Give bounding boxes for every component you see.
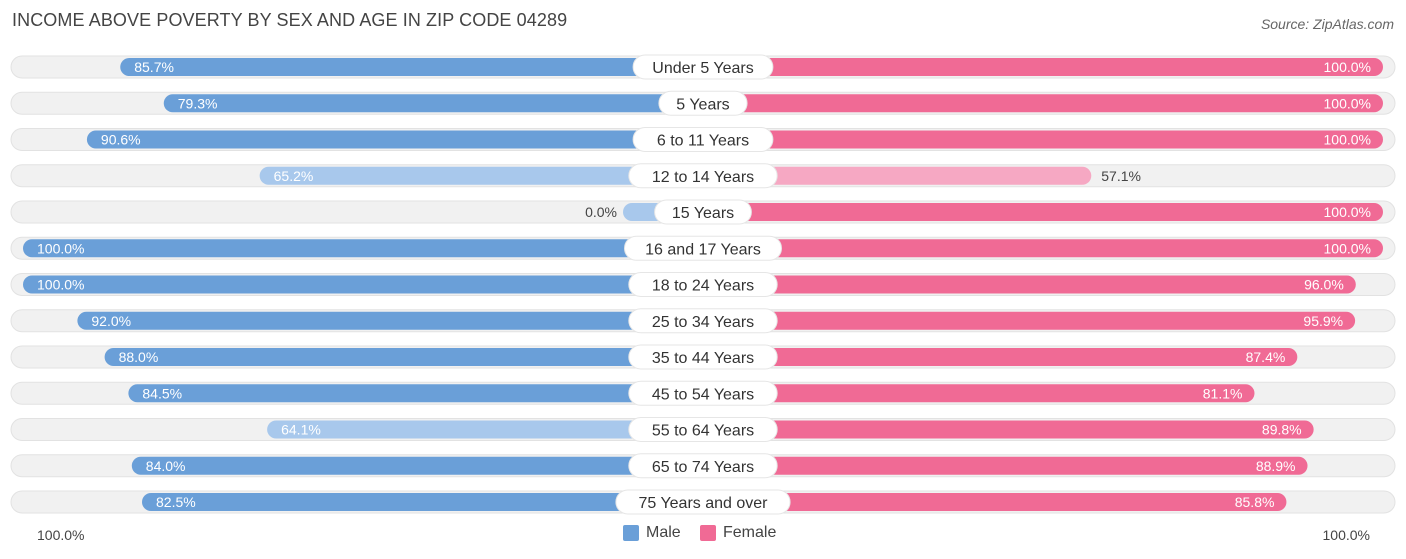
bar-female	[703, 130, 1383, 149]
legend-swatch-male	[623, 525, 639, 541]
value-label-male: 88.0%	[119, 349, 159, 365]
value-label-female: 96.0%	[1304, 277, 1344, 293]
category-pill	[624, 235, 782, 261]
category-pill	[654, 199, 752, 225]
legend-label-female: Female	[723, 524, 777, 541]
bar-female	[703, 203, 1383, 221]
category-label: 12 to 14 Years	[652, 169, 754, 186]
value-label-male: 85.7%	[134, 59, 174, 75]
value-label-male: 92.0%	[91, 313, 131, 329]
category-label: Under 5 Years	[652, 60, 753, 77]
axis-left-label: 100.0%	[37, 527, 85, 543]
value-label-female: 85.8%	[1235, 494, 1275, 510]
category-pill	[628, 272, 778, 297]
chart-area: 85.7% 100.0% Under 5 Years 79.3% 100.0% 5 Yea…	[10, 54, 1396, 515]
value-label-male: 100.0%	[37, 240, 84, 256]
category-label: 75 Years and over	[639, 495, 769, 512]
category-pill	[658, 90, 748, 116]
legend-label-male: Male	[646, 524, 681, 541]
value-label-male: 65.2%	[274, 168, 314, 184]
chart-title: INCOME ABOVE POVERTY BY SEX AND AGE IN Z…	[12, 10, 568, 30]
bar-female	[703, 348, 1298, 366]
category-pill	[615, 489, 791, 515]
category-label: 55 to 64 Years	[652, 423, 754, 440]
bar-male	[120, 58, 704, 76]
bar-male	[77, 311, 703, 330]
value-label-female: 95.9%	[1303, 313, 1343, 329]
value-label-male: 64.1%	[281, 422, 321, 438]
category-label: 18 to 24 Years	[652, 278, 754, 295]
bar-female	[703, 58, 1383, 76]
value-label-male: 90.6%	[101, 132, 141, 148]
category-pill	[628, 308, 778, 334]
axis-right-label: 100.0%	[1322, 527, 1370, 543]
bar-female	[703, 384, 1255, 403]
value-label-female: 100.0%	[1324, 59, 1371, 75]
category-label: 35 to 44 Years	[652, 350, 754, 367]
category-pill	[628, 163, 778, 189]
value-label-male: 84.5%	[142, 385, 182, 401]
bar-female	[703, 456, 1308, 475]
value-label-female: 81.1%	[1203, 385, 1243, 401]
category-pill	[632, 54, 774, 80]
bar-male	[163, 94, 703, 113]
bar-male	[267, 420, 703, 439]
value-label-male: 0.0%	[585, 204, 617, 220]
category-pill	[628, 344, 778, 370]
legend-swatch-female	[700, 525, 716, 541]
bar-male	[128, 384, 703, 403]
value-label-female: 57.1%	[1101, 168, 1141, 184]
legend: Male Female	[0, 524, 1406, 544]
value-label-female: 100.0%	[1324, 132, 1371, 148]
bar-female	[703, 420, 1314, 439]
value-label-female: 87.4%	[1246, 349, 1286, 365]
bar-male	[23, 239, 703, 258]
bar-female	[703, 166, 1092, 185]
value-label-male: 82.5%	[156, 494, 196, 510]
category-label: 6 to 11 Years	[657, 133, 749, 150]
value-label-female: 100.0%	[1324, 240, 1371, 256]
value-label-female: 89.8%	[1262, 422, 1302, 438]
bar-male	[104, 348, 704, 366]
value-label-female: 100.0%	[1324, 204, 1371, 220]
source-label: Source: ZipAtlas.com	[1260, 16, 1394, 32]
category-label: 16 and 17 Years	[645, 241, 761, 258]
bar-female	[703, 311, 1356, 330]
bar-female	[703, 493, 1287, 511]
category-label: 45 to 54 Years	[652, 386, 754, 403]
legend-item-female: Female	[700, 524, 776, 542]
category-label: 65 to 74 Years	[652, 459, 754, 476]
bar-female	[703, 275, 1356, 294]
value-label-male: 79.3%	[178, 95, 218, 111]
bar-male	[86, 130, 704, 149]
category-pill	[628, 453, 778, 479]
bar-male	[142, 493, 703, 511]
bar-male	[131, 456, 704, 475]
category-pill	[628, 417, 778, 442]
value-label-female: 88.9%	[1256, 458, 1296, 474]
legend-item-male: Male	[623, 524, 681, 542]
category-label: 25 to 34 Years	[652, 314, 754, 331]
value-label-male: 100.0%	[37, 277, 84, 293]
bar-male	[259, 166, 703, 185]
category-label: 5 Years	[676, 96, 729, 113]
category-label: 15 Years	[672, 205, 734, 222]
bar-female	[703, 94, 1383, 113]
bar-male	[23, 275, 703, 294]
bar-female	[703, 239, 1383, 258]
category-pill	[632, 127, 774, 152]
value-label-male: 84.0%	[146, 458, 186, 474]
value-label-female: 100.0%	[1324, 95, 1371, 111]
category-pill	[628, 380, 778, 406]
